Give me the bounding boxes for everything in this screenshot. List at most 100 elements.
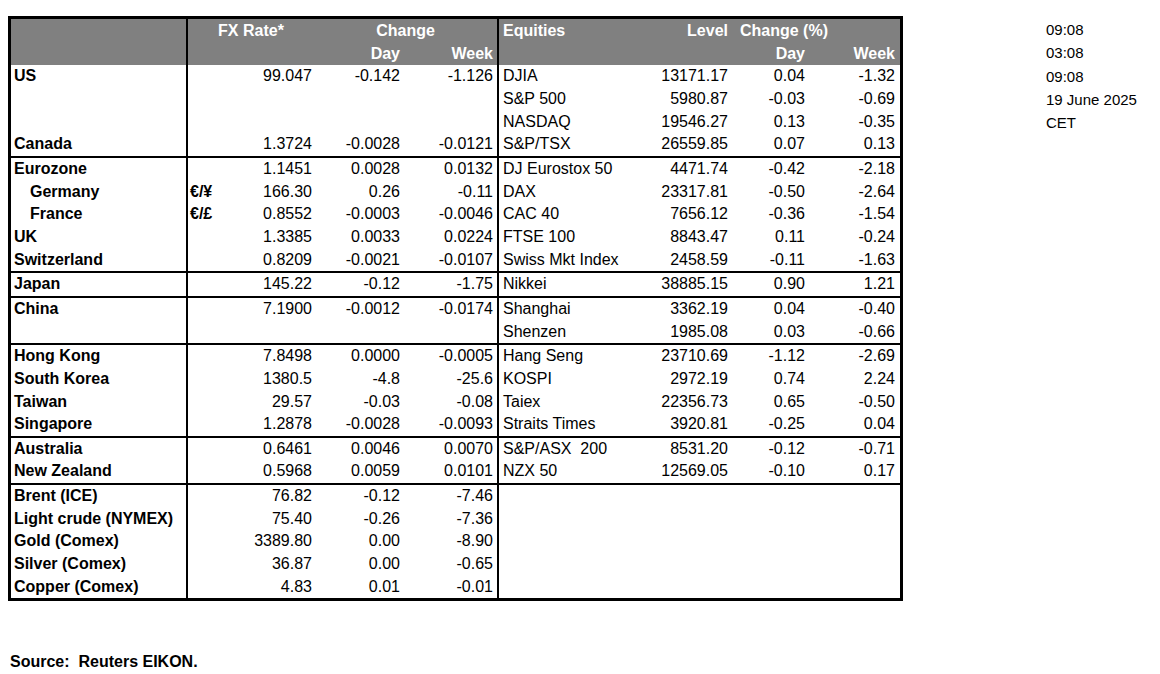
fx-change-week-value: -0.0046 — [402, 203, 497, 226]
equity-change-week-value: -0.35 — [809, 110, 900, 133]
equity-change-day-value: 0.90 — [731, 273, 809, 296]
header-spacer-cell — [188, 42, 314, 65]
fx-currency-pair-label: €/¥ — [188, 180, 234, 203]
equity-change-week-value: -0.50 — [809, 390, 900, 413]
fx-currency-pair-label — [188, 110, 234, 133]
fx-rate-value: 3389.80 — [234, 530, 314, 553]
equity-index-label: Shanghai — [497, 298, 644, 321]
equity-change-week-value: -0.40 — [809, 298, 900, 321]
fx-region-label: Gold (Comex) — [11, 530, 188, 553]
equity-index-label: DAX — [497, 180, 644, 203]
fx-change-week-value: 0.0132 — [402, 158, 497, 181]
equity-change-week-value: -0.71 — [809, 438, 900, 461]
fx-rate-value: 1.1451 — [234, 158, 314, 181]
equity-change-day-value: -0.03 — [731, 88, 809, 111]
fx-change-day-value: 0.0059 — [314, 460, 402, 483]
fx-change-week-value: -0.0093 — [402, 413, 497, 436]
equity-index-label: FTSE 100 — [497, 226, 644, 249]
table-row: Shenzen1985.080.03-0.66 — [11, 320, 900, 343]
equities-column-header: Equities — [497, 19, 644, 42]
fx-rate-value: 29.57 — [234, 390, 314, 413]
table-row: Germany€/¥166.300.26-0.11DAX23317.81-0.5… — [11, 180, 900, 203]
table-row: Canada1.3724-0.0028-0.0121S&P/TSX26559.8… — [11, 133, 900, 156]
fx-region-label: China — [11, 298, 188, 321]
table-row: Silver (Comex)36.870.00-0.65 — [11, 553, 900, 576]
fx-region-label — [11, 320, 188, 343]
table-row: UK1.33850.00330.0224FTSE 1008843.470.11-… — [11, 226, 900, 249]
table-row: Hong Kong7.84980.0000-0.0005Hang Seng237… — [11, 343, 900, 368]
equity-change-week-value — [809, 530, 900, 553]
fx-region-label: Eurozone — [11, 158, 188, 181]
equity-level-value: 23710.69 — [644, 345, 731, 368]
fx-change-week-value: -0.0174 — [402, 298, 497, 321]
fx-region-label: Japan — [11, 273, 188, 296]
header-spacer-cell — [497, 42, 644, 65]
table-row: China7.1900-0.0012-0.0174Shanghai3362.19… — [11, 296, 900, 321]
equity-change-day-value: -1.12 — [731, 345, 809, 368]
table-row: Copper (Comex)4.830.01-0.01 — [11, 575, 900, 598]
fx-change-day-value: 0.00 — [314, 530, 402, 553]
fx-region-label: Copper (Comex) — [11, 575, 188, 598]
fx-change-day-value: 0.00 — [314, 553, 402, 576]
fx-change-day-value: 0.01 — [314, 575, 402, 598]
fx-change-week-value: -0.0005 — [402, 345, 497, 368]
equity-level-value — [644, 485, 731, 508]
equity-change-day-value: -0.25 — [731, 413, 809, 436]
equity-index-label: NASDAQ — [497, 110, 644, 133]
fx-region-label: Switzerland — [11, 248, 188, 271]
equity-level-value: 5980.87 — [644, 88, 731, 111]
timestamp-line: 03:08 — [1046, 41, 1137, 64]
fx-week-column-header: Week — [402, 42, 497, 65]
fx-region-label: Brent (ICE) — [11, 485, 188, 508]
fx-rate-value: 1.2878 — [234, 413, 314, 436]
fx-currency-pair-label — [188, 438, 234, 461]
table-header-row-1: FX Rate* Change Equities Level Change (%… — [11, 19, 900, 42]
fx-change-week-value: -25.6 — [402, 368, 497, 391]
equity-change-week-value — [809, 485, 900, 508]
equity-change-week-value — [809, 553, 900, 576]
equity-index-label — [497, 553, 644, 576]
fx-change-day-value: -0.0003 — [314, 203, 402, 226]
equity-day-column-header: Day — [731, 42, 809, 65]
equity-level-value: 8531.20 — [644, 438, 731, 461]
fx-change-week-value: -0.65 — [402, 553, 497, 576]
fx-change-group-header: Change — [314, 19, 497, 42]
equity-level-value: 12569.05 — [644, 460, 731, 483]
equity-change-day-value: 0.03 — [731, 320, 809, 343]
fx-change-day-value — [314, 320, 402, 343]
equity-level-value — [644, 575, 731, 598]
timestamp-panel: 09:08 03:08 09:08 19 June 2025 CET — [1046, 18, 1137, 134]
fx-change-week-value — [402, 320, 497, 343]
equity-change-day-value — [731, 575, 809, 598]
table-row: Gold (Comex)3389.800.00-8.90 — [11, 530, 900, 553]
source-note: Source: Reuters EIKON. — [10, 650, 828, 673]
report-date: 19 June 2025 — [1046, 88, 1137, 111]
table-row: Eurozone1.14510.00280.0132DJ Eurostox 50… — [11, 156, 900, 181]
fx-currency-pair-label — [188, 368, 234, 391]
timestamp-line: 09:08 — [1046, 18, 1137, 41]
fx-region-label: US — [11, 65, 188, 88]
equity-change-pct-header: Change (%) — [731, 19, 900, 42]
fx-rate-value: 1.3724 — [234, 133, 314, 156]
fx-change-week-value: -1.75 — [402, 273, 497, 296]
equity-change-day-value: 0.65 — [731, 390, 809, 413]
fx-rate-column-header: FX Rate* — [188, 19, 314, 42]
equity-change-week-value: -2.69 — [809, 345, 900, 368]
fx-region-label: South Korea — [11, 368, 188, 391]
fx-currency-pair-label — [188, 273, 234, 296]
table-row: Light crude (NYMEX)75.40-0.26-7.36 — [11, 507, 900, 530]
fx-currency-pair-label — [188, 553, 234, 576]
table-row: France€/£0.8552-0.0003-0.0046CAC 407656.… — [11, 203, 900, 226]
equity-change-day-value — [731, 553, 809, 576]
equity-level-value: 13171.17 — [644, 65, 731, 88]
fx-rate-value: 0.5968 — [234, 460, 314, 483]
fx-region-label: Hong Kong — [11, 345, 188, 368]
table-row: US99.047-0.142-1.126DJIA13171.170.04-1.3… — [11, 65, 900, 88]
table-row: South Korea1380.5-4.8-25.6KOSPI2972.190.… — [11, 368, 900, 391]
equity-index-label: Nikkei — [497, 273, 644, 296]
equity-week-column-header: Week — [809, 42, 900, 65]
fx-rate-value — [234, 88, 314, 111]
equity-change-day-value: 0.74 — [731, 368, 809, 391]
equity-level-value — [644, 553, 731, 576]
fx-rate-value: 166.30 — [234, 180, 314, 203]
